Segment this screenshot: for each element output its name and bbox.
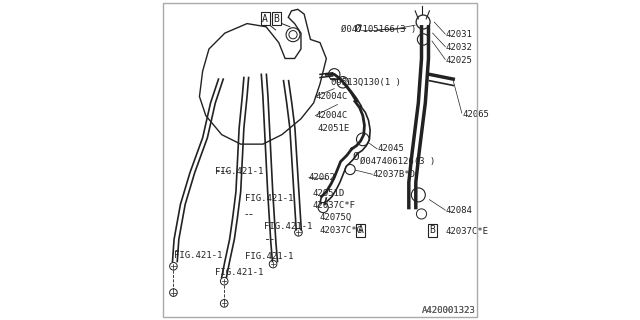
Text: Ø: Ø [353, 152, 360, 162]
Text: 42004C: 42004C [316, 92, 348, 101]
Text: A420001323: A420001323 [422, 306, 476, 315]
Text: 09513Q130(1 ): 09513Q130(1 ) [331, 78, 401, 87]
Text: Ø: Ø [355, 23, 362, 33]
Text: 42025: 42025 [445, 56, 472, 65]
Text: 42031: 42031 [445, 30, 472, 39]
Text: 42075Q: 42075Q [319, 213, 351, 222]
Text: Ø047105166(3 ): Ø047105166(3 ) [340, 25, 416, 35]
Text: Ø047406126(3 ): Ø047406126(3 ) [360, 157, 435, 166]
Text: 42037C*F: 42037C*F [312, 201, 355, 210]
Text: 42037B*D: 42037B*D [372, 170, 415, 179]
Text: 42045: 42045 [377, 144, 404, 153]
Text: 42084: 42084 [445, 206, 472, 215]
Text: 42051E: 42051E [317, 124, 349, 133]
Text: FIG.421-1: FIG.421-1 [264, 222, 313, 231]
Text: FIG.421-1: FIG.421-1 [246, 194, 294, 203]
Text: B: B [273, 14, 279, 24]
Text: B: B [429, 225, 436, 236]
Text: 42065: 42065 [463, 109, 490, 118]
Text: 42037C*E: 42037C*E [445, 227, 488, 236]
Text: FIG.421-1: FIG.421-1 [246, 252, 294, 261]
Text: 42032: 42032 [445, 43, 472, 52]
Text: FIG.421-1: FIG.421-1 [215, 268, 264, 277]
Text: A: A [262, 14, 268, 24]
Text: 42051D: 42051D [312, 189, 344, 198]
Text: FIG.421-1: FIG.421-1 [215, 167, 264, 176]
Text: FIG.421-1: FIG.421-1 [174, 251, 223, 260]
Text: 42004C: 42004C [316, 111, 348, 120]
Text: A420001323: A420001323 [422, 306, 476, 315]
Text: 42037C*G: 42037C*G [319, 226, 362, 235]
Text: A: A [357, 225, 364, 236]
Text: 42062: 42062 [309, 173, 336, 182]
